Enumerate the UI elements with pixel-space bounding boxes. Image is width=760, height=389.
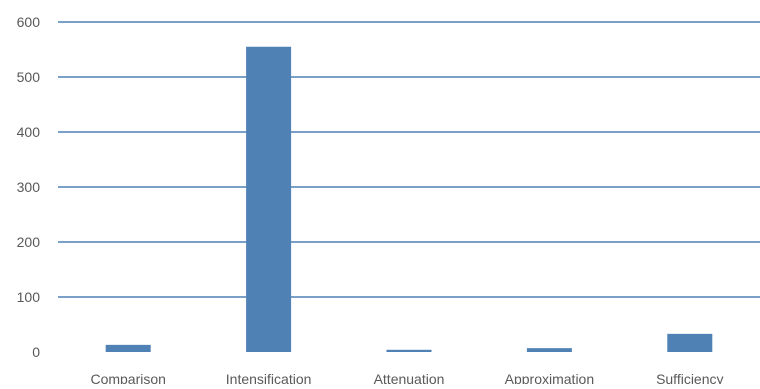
bar-comparison (105, 344, 151, 352)
bars (105, 46, 713, 352)
y-tick-label: 0 (32, 344, 40, 360)
y-axis-tick-labels: 0 100 200 300 400 500 600 (17, 14, 41, 360)
gridlines (58, 21, 760, 298)
x-tick-label: Approximation (505, 371, 595, 384)
y-tick-label: 200 (17, 234, 41, 250)
y-tick-label: 400 (17, 124, 41, 140)
y-tick-label: 300 (17, 179, 41, 195)
x-tick-label: Sufficiency (656, 371, 723, 384)
y-tick-label: 100 (17, 289, 41, 305)
bar-intensification (246, 46, 292, 352)
x-tick-label: Intensification (226, 371, 312, 384)
bar-sufficiency (667, 333, 713, 352)
y-tick-label: 600 (17, 14, 41, 30)
x-tick-label: Attenuation (374, 371, 445, 384)
x-tick-label: Comparison (90, 371, 165, 384)
x-axis-tick-labels: Comparison Intensification Attenuation Appr… (90, 371, 723, 387)
y-tick-label: 500 (17, 69, 41, 85)
bar-approximation (526, 348, 572, 352)
bar-attenuation (386, 349, 432, 352)
